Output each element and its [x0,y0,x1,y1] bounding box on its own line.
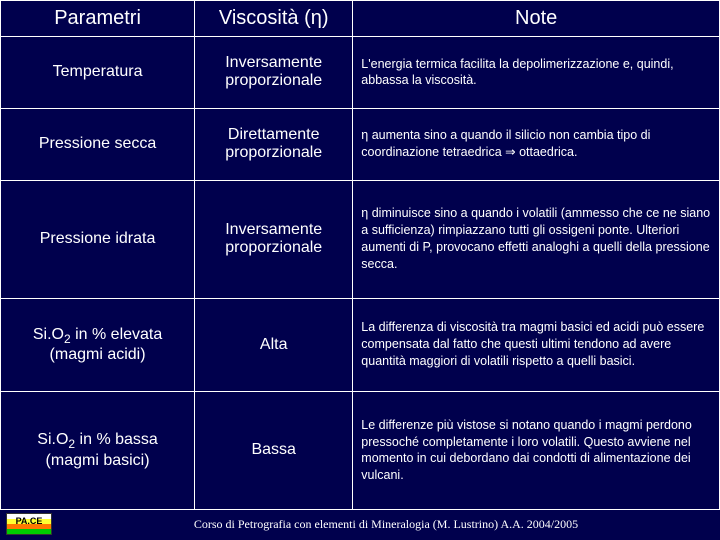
cell-note: η aumenta sino a quando il silicio non c… [353,108,720,180]
header-parametri: Parametri [1,1,195,37]
cell-viscosita: Bassa [195,391,353,509]
table-row: Si.O2 in % bassa (magmi basici)BassaLe d… [1,391,720,509]
header-note: Note [353,1,720,37]
footer: PA.CE Corso di Petrografia con elementi … [0,511,720,537]
cell-viscosita: Inversamente proporzionale [195,37,353,109]
cell-viscosita: Alta [195,298,353,391]
cell-param: Pressione idrata [1,180,195,298]
table-row: TemperaturaInversamente proporzionaleL'e… [1,37,720,109]
cell-viscosita: Direttamente proporzionale [195,108,353,180]
pace-label: PA.CE [7,516,51,526]
cell-viscosita: Inversamente proporzionale [195,180,353,298]
pace-logo: PA.CE [6,513,52,535]
cell-note: L'energia termica facilita la depolimeri… [353,37,720,109]
table-row: Pressione seccaDirettamente proporzional… [1,108,720,180]
cell-param: Temperatura [1,37,195,109]
table-row: Si.O2 in % elevata (magmi acidi)AltaLa d… [1,298,720,391]
viscosity-table-container: Parametri Viscosità (η) Note Temperatura… [0,0,720,510]
table-header-row: Parametri Viscosità (η) Note [1,1,720,37]
cell-note: η diminuisce sino a quando i volatili (a… [353,180,720,298]
cell-note: Le differenze più vistose si notano quan… [353,391,720,509]
footer-text: Corso di Petrografia con elementi di Min… [52,517,720,532]
viscosity-table: Parametri Viscosità (η) Note Temperatura… [0,0,720,510]
cell-note: La differenza di viscosità tra magmi bas… [353,298,720,391]
header-viscosita: Viscosità (η) [195,1,353,37]
cell-param: Si.O2 in % bassa (magmi basici) [1,391,195,509]
table-row: Pressione idrataInversamente proporziona… [1,180,720,298]
cell-param: Si.O2 in % elevata (magmi acidi) [1,298,195,391]
cell-param: Pressione secca [1,108,195,180]
